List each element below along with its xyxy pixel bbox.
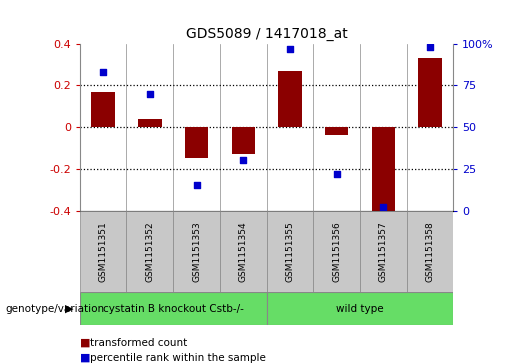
Bar [325, 127, 348, 135]
Text: GSM1151356: GSM1151356 [332, 221, 341, 282]
Point [146, 91, 154, 97]
Bar [80, 211, 127, 292]
Point [239, 158, 247, 163]
Text: cystatin B knockout Cstb-/-: cystatin B knockout Cstb-/- [102, 303, 244, 314]
Bar [418, 58, 441, 127]
Bar [406, 211, 453, 292]
Text: wild type: wild type [336, 303, 384, 314]
Bar [185, 127, 208, 158]
Bar [138, 119, 162, 127]
Text: ■: ■ [80, 338, 90, 348]
Bar [127, 211, 173, 292]
Text: percentile rank within the sample: percentile rank within the sample [90, 352, 266, 363]
Bar [220, 211, 267, 292]
Bar [267, 292, 453, 325]
Text: ▶: ▶ [65, 303, 74, 314]
Text: transformed count: transformed count [90, 338, 187, 348]
Text: GSM1151358: GSM1151358 [425, 221, 434, 282]
Title: GDS5089 / 1417018_at: GDS5089 / 1417018_at [185, 27, 348, 41]
Point [379, 204, 387, 210]
Bar [267, 211, 313, 292]
Point [286, 46, 294, 52]
Point [426, 44, 434, 50]
Bar [232, 127, 255, 154]
Text: GSM1151353: GSM1151353 [192, 221, 201, 282]
Text: ■: ■ [80, 352, 90, 363]
Text: GSM1151354: GSM1151354 [238, 221, 248, 282]
Point [99, 69, 107, 75]
Text: GSM1151355: GSM1151355 [285, 221, 295, 282]
Bar [173, 211, 220, 292]
Bar [371, 127, 395, 215]
Text: GSM1151352: GSM1151352 [145, 221, 154, 282]
Text: GSM1151351: GSM1151351 [99, 221, 108, 282]
Bar [360, 211, 406, 292]
Bar [92, 91, 115, 127]
Text: genotype/variation: genotype/variation [5, 303, 104, 314]
Point [332, 171, 340, 177]
Bar [313, 211, 360, 292]
Point [193, 183, 201, 188]
Text: GSM1151357: GSM1151357 [379, 221, 388, 282]
Bar [278, 71, 301, 127]
Bar [80, 292, 267, 325]
